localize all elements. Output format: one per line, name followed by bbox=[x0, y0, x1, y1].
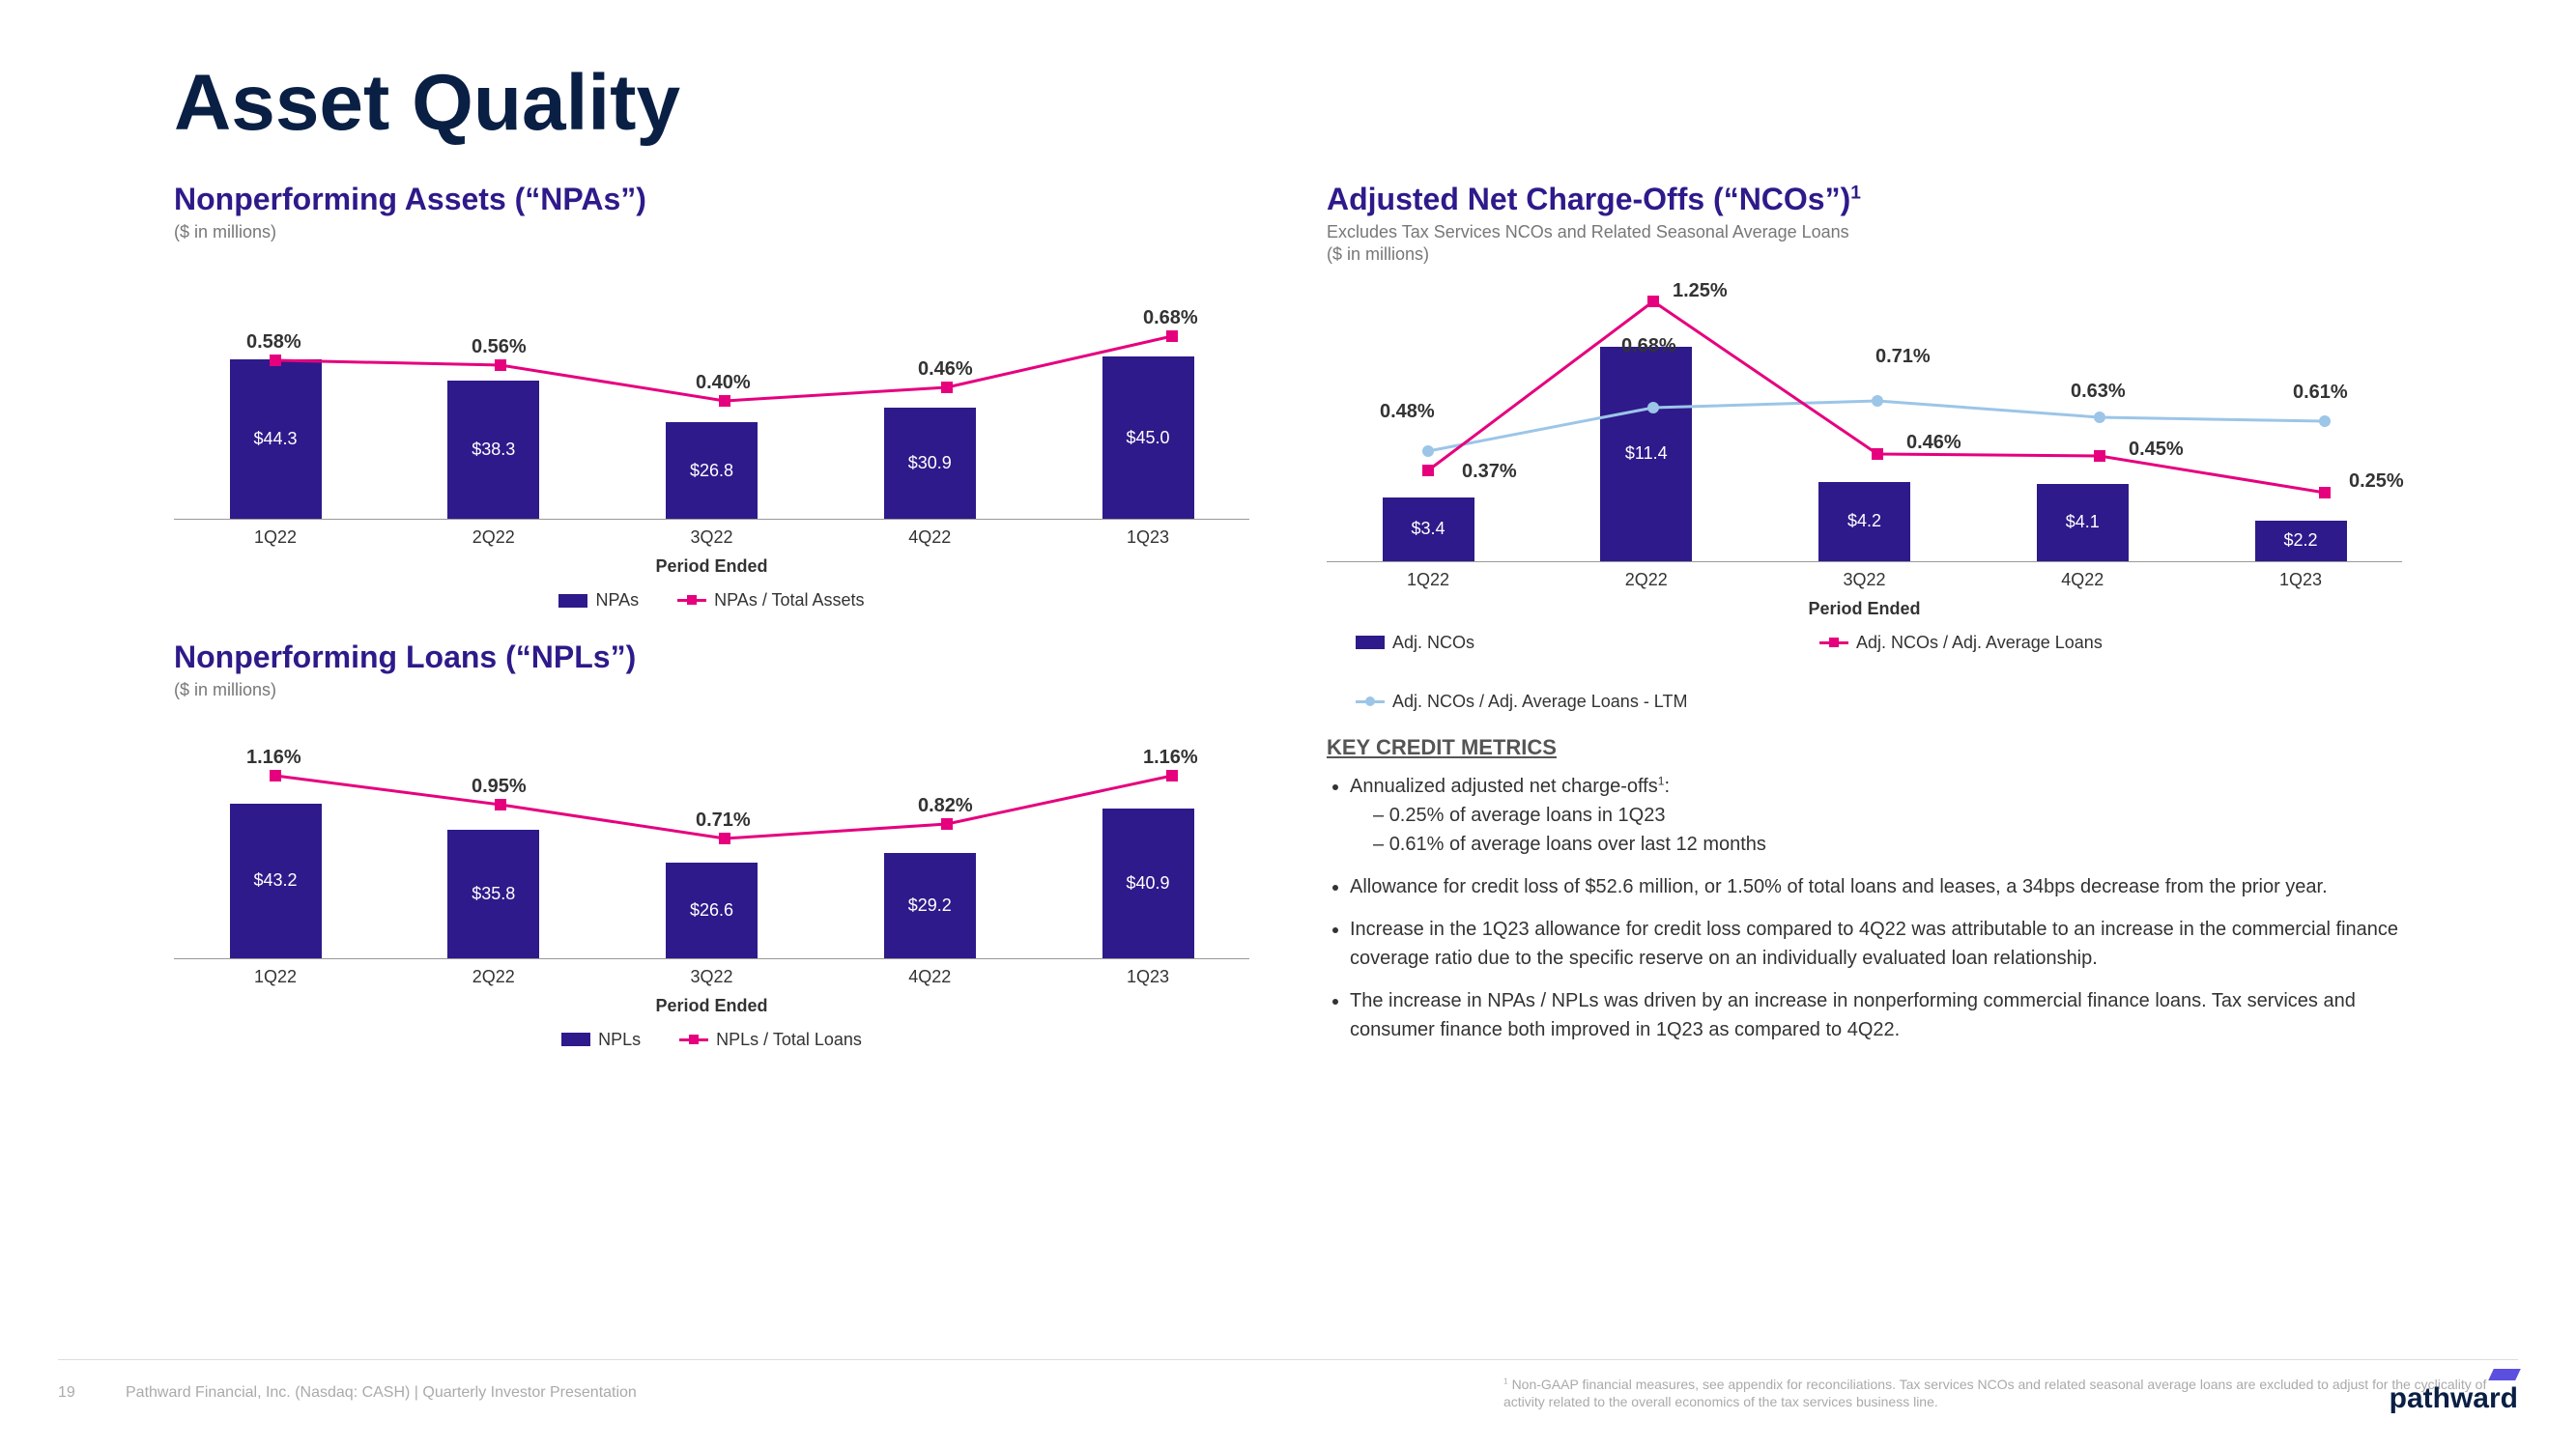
x-label: 4Q22 bbox=[2061, 570, 2104, 590]
key-metrics-list: Annualized adjusted net charge-offs1: 0.… bbox=[1327, 772, 2402, 1044]
line2-swatch-icon bbox=[1356, 700, 1385, 703]
data-label: 0.58% bbox=[246, 331, 301, 354]
key-metrics-heading: KEY CREDIT METRICS bbox=[1327, 735, 2402, 760]
chart2-axis: Period Ended bbox=[174, 996, 1249, 1016]
bar-swatch-icon bbox=[561, 1033, 590, 1046]
x-label: 1Q22 bbox=[254, 967, 297, 987]
list-item: Allowance for credit loss of $52.6 milli… bbox=[1350, 872, 2402, 901]
chart2-sub: ($ in millions) bbox=[174, 679, 1249, 701]
footer-note-text: Non-GAAP financial measures, see appendi… bbox=[1503, 1377, 2486, 1409]
legend-label: Adj. NCOs / Adj. Average Loans bbox=[1856, 633, 2103, 653]
x-label: 3Q22 bbox=[690, 967, 732, 987]
legend-item: Adj. NCOs / Adj. Average Loans - LTM bbox=[1356, 692, 2402, 712]
bar-swatch-icon bbox=[558, 594, 587, 608]
chart3-title: Adjusted Net Charge-Offs (“NCOs”)1 bbox=[1327, 182, 2402, 217]
x-label: 3Q22 bbox=[690, 527, 732, 548]
data-label: 1.16% bbox=[246, 747, 301, 769]
data-label: 0.46% bbox=[918, 358, 973, 381]
chart1-axis: Period Ended bbox=[174, 556, 1249, 577]
x-label: 2Q22 bbox=[472, 967, 515, 987]
chart3-sub2: ($ in millions) bbox=[1327, 244, 1429, 264]
chart3-legend: Adj. NCOs Adj. NCOs / Adj. Average Loans… bbox=[1327, 633, 2402, 712]
list-subitem: 0.61% of average loans over last 12 mont… bbox=[1373, 830, 2402, 859]
x-label: 2Q22 bbox=[1625, 570, 1668, 590]
x-label: 1Q22 bbox=[1407, 570, 1449, 590]
chart1: $44.31Q22$38.32Q22$26.83Q22$30.94Q22$45.… bbox=[174, 312, 1249, 520]
line-swatch-icon bbox=[679, 1038, 708, 1041]
data-label: 1.25% bbox=[1673, 280, 1728, 302]
x-label: 1Q22 bbox=[254, 527, 297, 548]
chart3-title-text: Adjusted Net Charge-Offs (“NCOs”) bbox=[1327, 182, 1850, 216]
data-label: 0.45% bbox=[2129, 439, 2184, 461]
data-label: 0.40% bbox=[696, 372, 751, 394]
x-label: 4Q22 bbox=[908, 527, 951, 548]
chart3: $3.41Q22$11.42Q22$4.23Q22$4.14Q22$2.21Q2… bbox=[1327, 282, 2402, 562]
line-swatch-icon bbox=[1819, 641, 1848, 644]
legend-label: Adj. NCOs bbox=[1392, 633, 1474, 653]
chart2-legend: NPLs NPLs / Total Loans bbox=[174, 1030, 1249, 1050]
footer-note: 1 Non-GAAP financial measures, see appen… bbox=[1503, 1376, 2518, 1410]
slide: Asset Quality Nonperforming Assets (“NPA… bbox=[0, 0, 2576, 1449]
brand-logo: pathward bbox=[2390, 1382, 2518, 1415]
data-label: 0.68% bbox=[1143, 307, 1198, 329]
chart3-sub1: Excludes Tax Services NCOs and Related S… bbox=[1327, 222, 1849, 242]
page-title: Asset Quality bbox=[174, 58, 2402, 149]
data-label: 0.56% bbox=[472, 336, 527, 358]
list-item: The increase in NPAs / NPLs was driven b… bbox=[1350, 986, 2402, 1044]
legend-item: NPLs bbox=[561, 1030, 641, 1050]
legend-item: NPAs bbox=[558, 590, 639, 611]
legend-label: Adj. NCOs / Adj. Average Loans - LTM bbox=[1392, 692, 1687, 712]
line-swatch-icon bbox=[677, 599, 706, 602]
chart1-legend: NPAs NPAs / Total Assets bbox=[174, 590, 1249, 611]
data-label: 0.37% bbox=[1462, 461, 1517, 483]
x-label: 3Q22 bbox=[1843, 570, 1885, 590]
x-label: 2Q22 bbox=[472, 527, 515, 548]
data-label: 0.71% bbox=[696, 810, 751, 832]
footer-source: Pathward Financial, Inc. (Nasdaq: CASH) … bbox=[126, 1384, 637, 1402]
chart1-title: Nonperforming Assets (“NPAs”) bbox=[174, 182, 1249, 217]
legend-label: NPLs bbox=[598, 1030, 641, 1050]
chart2-title: Nonperforming Loans (“NPLs”) bbox=[174, 639, 1249, 675]
chart2: $43.21Q22$35.82Q22$26.63Q22$29.24Q22$40.… bbox=[174, 752, 1249, 959]
legend-label: NPAs / Total Assets bbox=[714, 590, 864, 611]
legend-item: NPAs / Total Assets bbox=[677, 590, 864, 611]
data-label: 1.16% bbox=[1143, 747, 1198, 769]
data-label: 0.82% bbox=[918, 795, 973, 817]
columns: Nonperforming Assets (“NPAs”) ($ in mill… bbox=[174, 168, 2402, 1058]
legend-label: NPAs bbox=[595, 590, 639, 611]
chart3-sub: Excludes Tax Services NCOs and Related S… bbox=[1327, 221, 2402, 267]
chart1-sub: ($ in millions) bbox=[174, 221, 1249, 243]
footnote-sup: 1 bbox=[1850, 183, 1861, 203]
list-subitem: 0.25% of average loans in 1Q23 bbox=[1373, 801, 2402, 830]
right-col: Adjusted Net Charge-Offs (“NCOs”)1 Exclu… bbox=[1327, 168, 2402, 1058]
legend-item: Adj. NCOs bbox=[1356, 633, 1781, 653]
left-col: Nonperforming Assets (“NPAs”) ($ in mill… bbox=[174, 168, 1249, 1058]
data-label: 0.25% bbox=[2349, 470, 2404, 493]
legend-item: Adj. NCOs / Adj. Average Loans bbox=[1819, 633, 2103, 653]
x-label: 1Q23 bbox=[2279, 570, 2322, 590]
footer: 19 Pathward Financial, Inc. (Nasdaq: CAS… bbox=[58, 1359, 2518, 1410]
list-item: Annualized adjusted net charge-offs1: 0.… bbox=[1350, 772, 2402, 859]
page-number: 19 bbox=[58, 1384, 87, 1402]
x-label: 1Q23 bbox=[1127, 967, 1169, 987]
legend-item: NPLs / Total Loans bbox=[679, 1030, 862, 1050]
data-label: 0.95% bbox=[472, 776, 527, 798]
x-label: 4Q22 bbox=[908, 967, 951, 987]
list-item: Increase in the 1Q23 allowance for credi… bbox=[1350, 915, 2402, 973]
list-text: Annualized adjusted net charge-offs bbox=[1350, 776, 1658, 797]
data-label: 0.46% bbox=[1906, 432, 1961, 454]
x-label: 1Q23 bbox=[1127, 527, 1169, 548]
bar-swatch-icon bbox=[1356, 636, 1385, 649]
legend-label: NPLs / Total Loans bbox=[716, 1030, 862, 1050]
chart3-axis: Period Ended bbox=[1327, 599, 2402, 619]
